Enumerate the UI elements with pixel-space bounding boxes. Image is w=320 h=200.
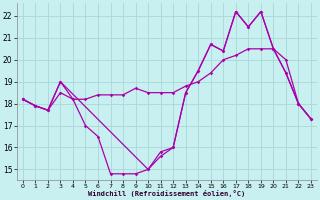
X-axis label: Windchill (Refroidissement éolien,°C): Windchill (Refroidissement éolien,°C) <box>88 190 245 197</box>
